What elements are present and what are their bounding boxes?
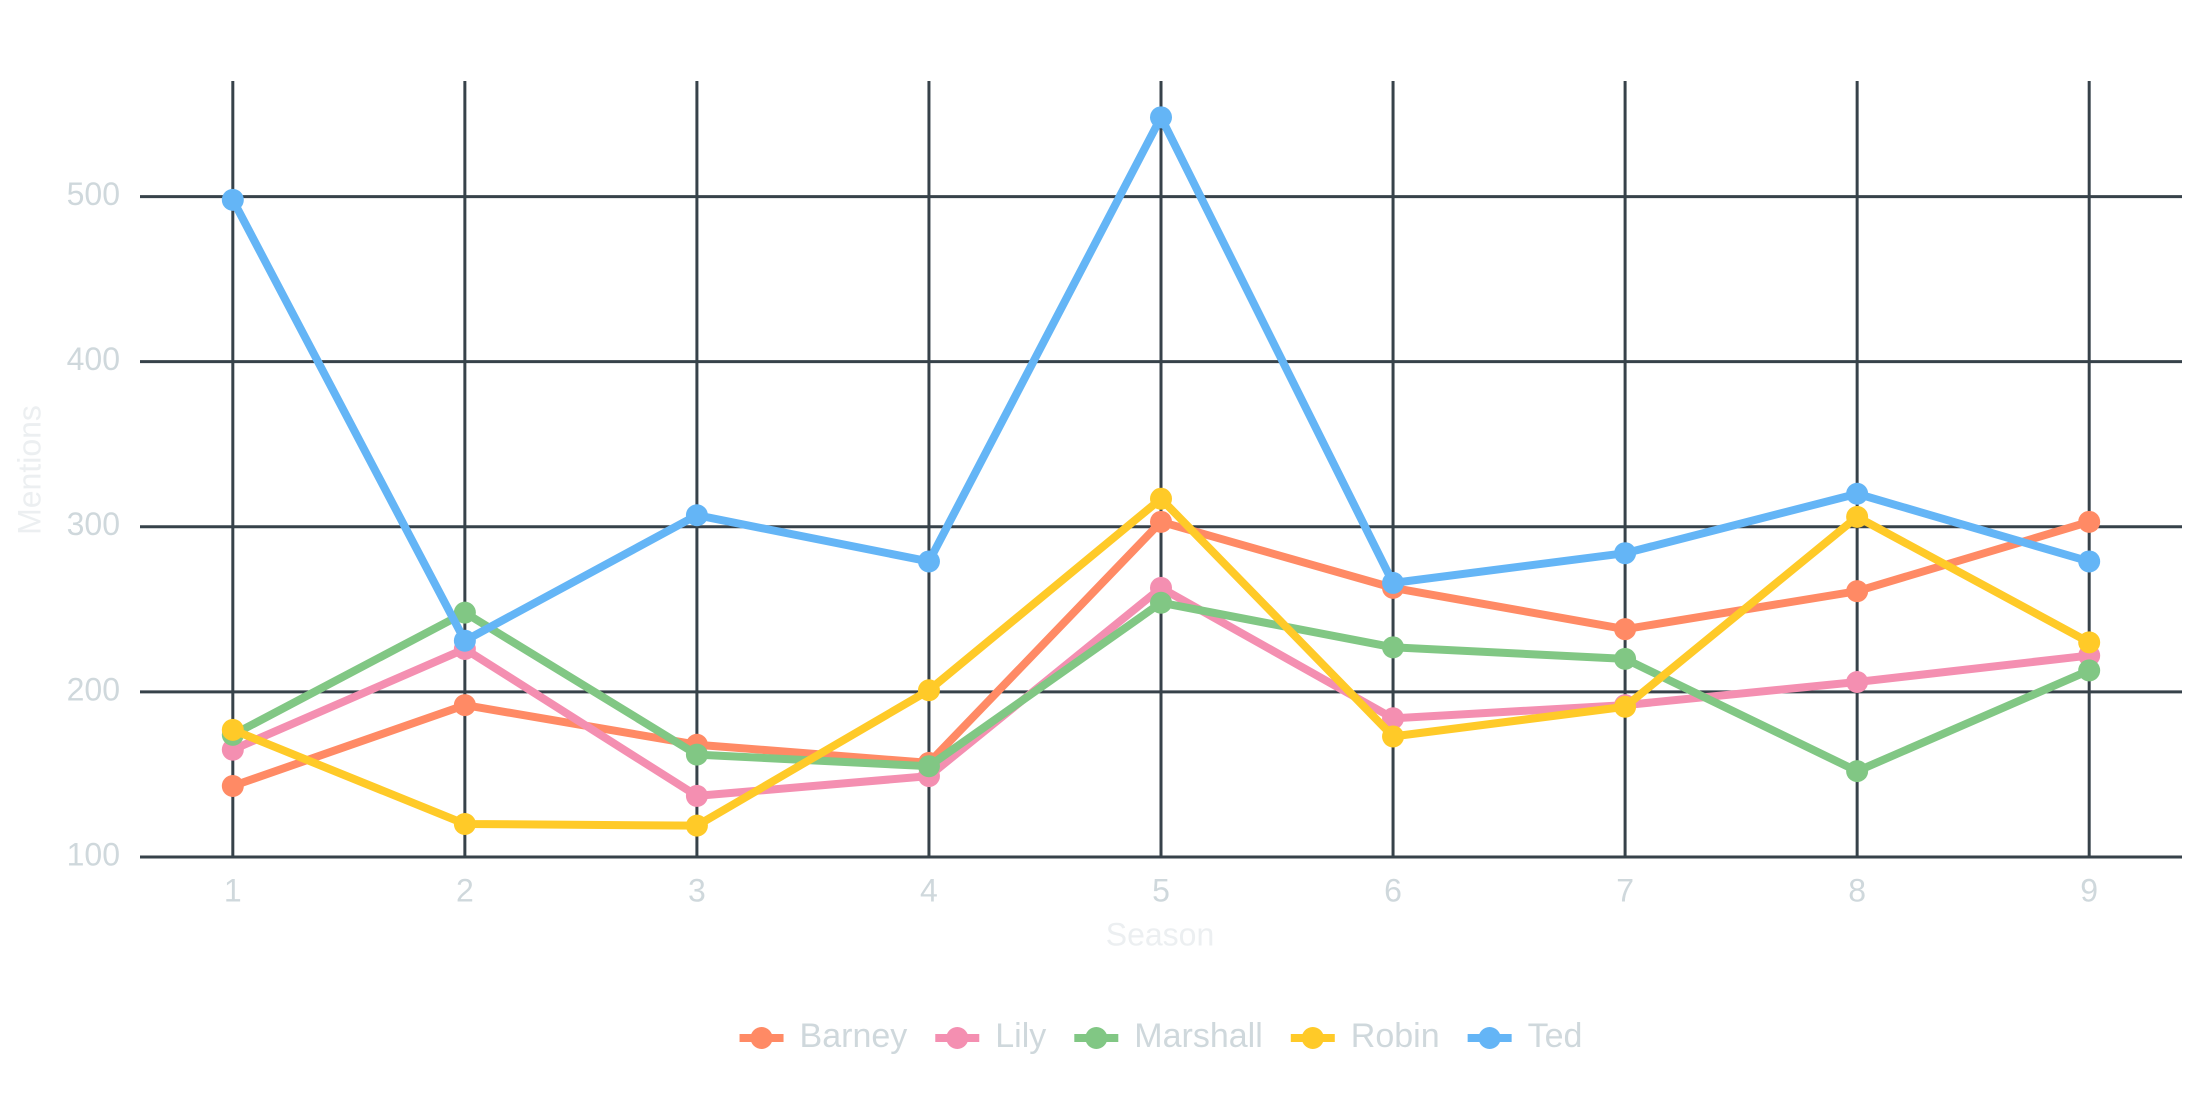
data-point [1846, 505, 1869, 528]
data-point [453, 601, 476, 624]
legend-label: Marshall [1134, 1017, 1262, 1055]
data-point [2078, 510, 2101, 533]
data-point [453, 629, 476, 652]
data-point [1382, 707, 1405, 730]
data-point [1382, 571, 1405, 594]
y-tick-label: 200 [67, 671, 120, 707]
data-point [453, 694, 476, 717]
data-point [685, 743, 708, 766]
data-point [221, 188, 244, 211]
x-axis-title: Season [1106, 916, 1215, 952]
data-point [1614, 542, 1637, 565]
data-point [917, 550, 940, 573]
data-point [453, 812, 476, 835]
data-point [917, 679, 940, 702]
data-point [2078, 631, 2101, 654]
data-point [1150, 487, 1172, 510]
y-tick-label: 500 [67, 176, 120, 212]
legend-item: Ted [1467, 1017, 1583, 1055]
legend-label: Barney [800, 1017, 908, 1055]
data-point [1846, 760, 1869, 783]
data-point [917, 755, 940, 778]
data-point [1150, 106, 1172, 129]
legend-swatch [750, 1027, 773, 1049]
y-tick-label: 300 [67, 506, 120, 542]
legend-item: Barney [739, 1017, 908, 1055]
legend-swatch [1301, 1027, 1324, 1049]
data-point [1614, 618, 1637, 641]
legend-swatch [1085, 1027, 1108, 1049]
x-tick-label: 5 [1152, 872, 1170, 908]
legend-label: Robin [1351, 1017, 1440, 1055]
data-point [1150, 591, 1172, 614]
data-point [1846, 670, 1869, 693]
legend-swatch [946, 1027, 969, 1049]
y-tick-label: 400 [67, 341, 120, 377]
data-point [685, 814, 708, 837]
data-point [1382, 636, 1405, 659]
data-point [1846, 580, 1869, 603]
legend-item: Lily [935, 1017, 1046, 1055]
x-tick-label: 7 [1616, 872, 1634, 908]
legend-label: Lily [995, 1017, 1046, 1055]
x-tick-label: 2 [456, 872, 474, 908]
data-point [685, 504, 708, 527]
legend-label: Ted [1528, 1017, 1583, 1055]
legend-item: Marshall [1074, 1017, 1263, 1055]
x-tick-label: 1 [224, 872, 242, 908]
y-tick-label: 100 [67, 836, 120, 872]
data-point [221, 718, 244, 741]
x-tick-label: 4 [920, 872, 938, 908]
data-point [1846, 482, 1869, 505]
legend-swatch [1478, 1027, 1501, 1049]
x-tick-label: 6 [1384, 872, 1402, 908]
data-point [1614, 647, 1637, 670]
legend-item: Robin [1290, 1017, 1440, 1055]
x-tick-label: 8 [1848, 872, 1866, 908]
data-point [1614, 695, 1637, 718]
x-tick-label: 9 [2080, 872, 2098, 908]
data-point [1382, 725, 1405, 748]
data-point [685, 784, 708, 807]
data-point [2078, 659, 2101, 682]
legend: Barney Lily Marshall Robin Ted [739, 1017, 1583, 1055]
data-point [2078, 550, 2101, 573]
data-point [221, 775, 244, 798]
y-axis-title: Mentions [11, 405, 47, 535]
x-tick-label: 3 [688, 872, 706, 908]
data-point [1150, 510, 1172, 533]
